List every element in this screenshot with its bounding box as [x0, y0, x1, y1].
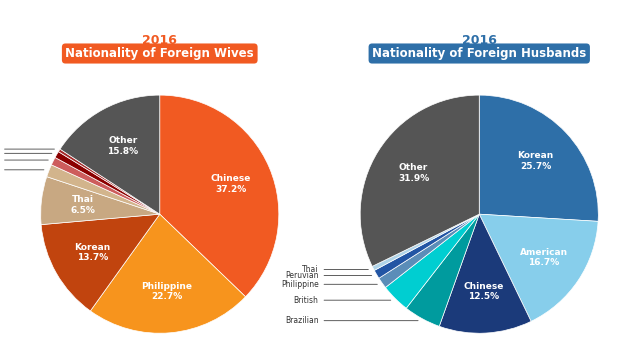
- Text: American
16.7%: American 16.7%: [520, 248, 567, 267]
- Wedge shape: [47, 165, 160, 214]
- Wedge shape: [385, 214, 479, 308]
- Text: American: American: [0, 165, 44, 174]
- Wedge shape: [360, 95, 479, 266]
- Wedge shape: [90, 214, 245, 333]
- Text: Brazilian: Brazilian: [285, 316, 418, 325]
- Wedge shape: [55, 152, 160, 214]
- Text: Other
15.8%: Other 15.8%: [107, 136, 139, 156]
- Wedge shape: [479, 95, 598, 221]
- Title: Nationality of Foreign Wives: Nationality of Foreign Wives: [65, 47, 254, 60]
- Text: 2016: 2016: [462, 34, 497, 48]
- Text: British: British: [294, 296, 390, 305]
- Text: Chinese
37.2%: Chinese 37.2%: [211, 174, 251, 193]
- Title: Nationality of Foreign Husbands: Nationality of Foreign Husbands: [372, 47, 587, 60]
- Wedge shape: [41, 177, 160, 225]
- Text: Other
31.9%: Other 31.9%: [398, 163, 429, 183]
- Text: British: British: [0, 144, 54, 154]
- Wedge shape: [374, 214, 479, 278]
- Text: Thai: Thai: [302, 265, 368, 274]
- Text: Philippine
22.7%: Philippine 22.7%: [141, 282, 192, 301]
- Text: 2016: 2016: [142, 34, 177, 48]
- Wedge shape: [406, 214, 479, 326]
- Text: Thai
6.5%: Thai 6.5%: [70, 196, 95, 215]
- Wedge shape: [373, 214, 479, 270]
- Text: Chinese
12.5%: Chinese 12.5%: [463, 282, 504, 301]
- Text: Philippine: Philippine: [281, 280, 377, 289]
- Wedge shape: [379, 214, 479, 287]
- Wedge shape: [60, 95, 160, 214]
- Wedge shape: [41, 214, 160, 311]
- Text: Peruvian: Peruvian: [0, 149, 52, 158]
- Text: Brazilian: Brazilian: [0, 156, 49, 164]
- Text: Korean
25.7%: Korean 25.7%: [518, 151, 554, 171]
- Wedge shape: [479, 214, 598, 321]
- Wedge shape: [51, 158, 160, 214]
- Text: Korean
13.7%: Korean 13.7%: [74, 243, 111, 262]
- Text: Peruvian: Peruvian: [285, 271, 372, 280]
- Wedge shape: [58, 149, 160, 214]
- Wedge shape: [160, 95, 279, 297]
- Wedge shape: [439, 214, 531, 333]
